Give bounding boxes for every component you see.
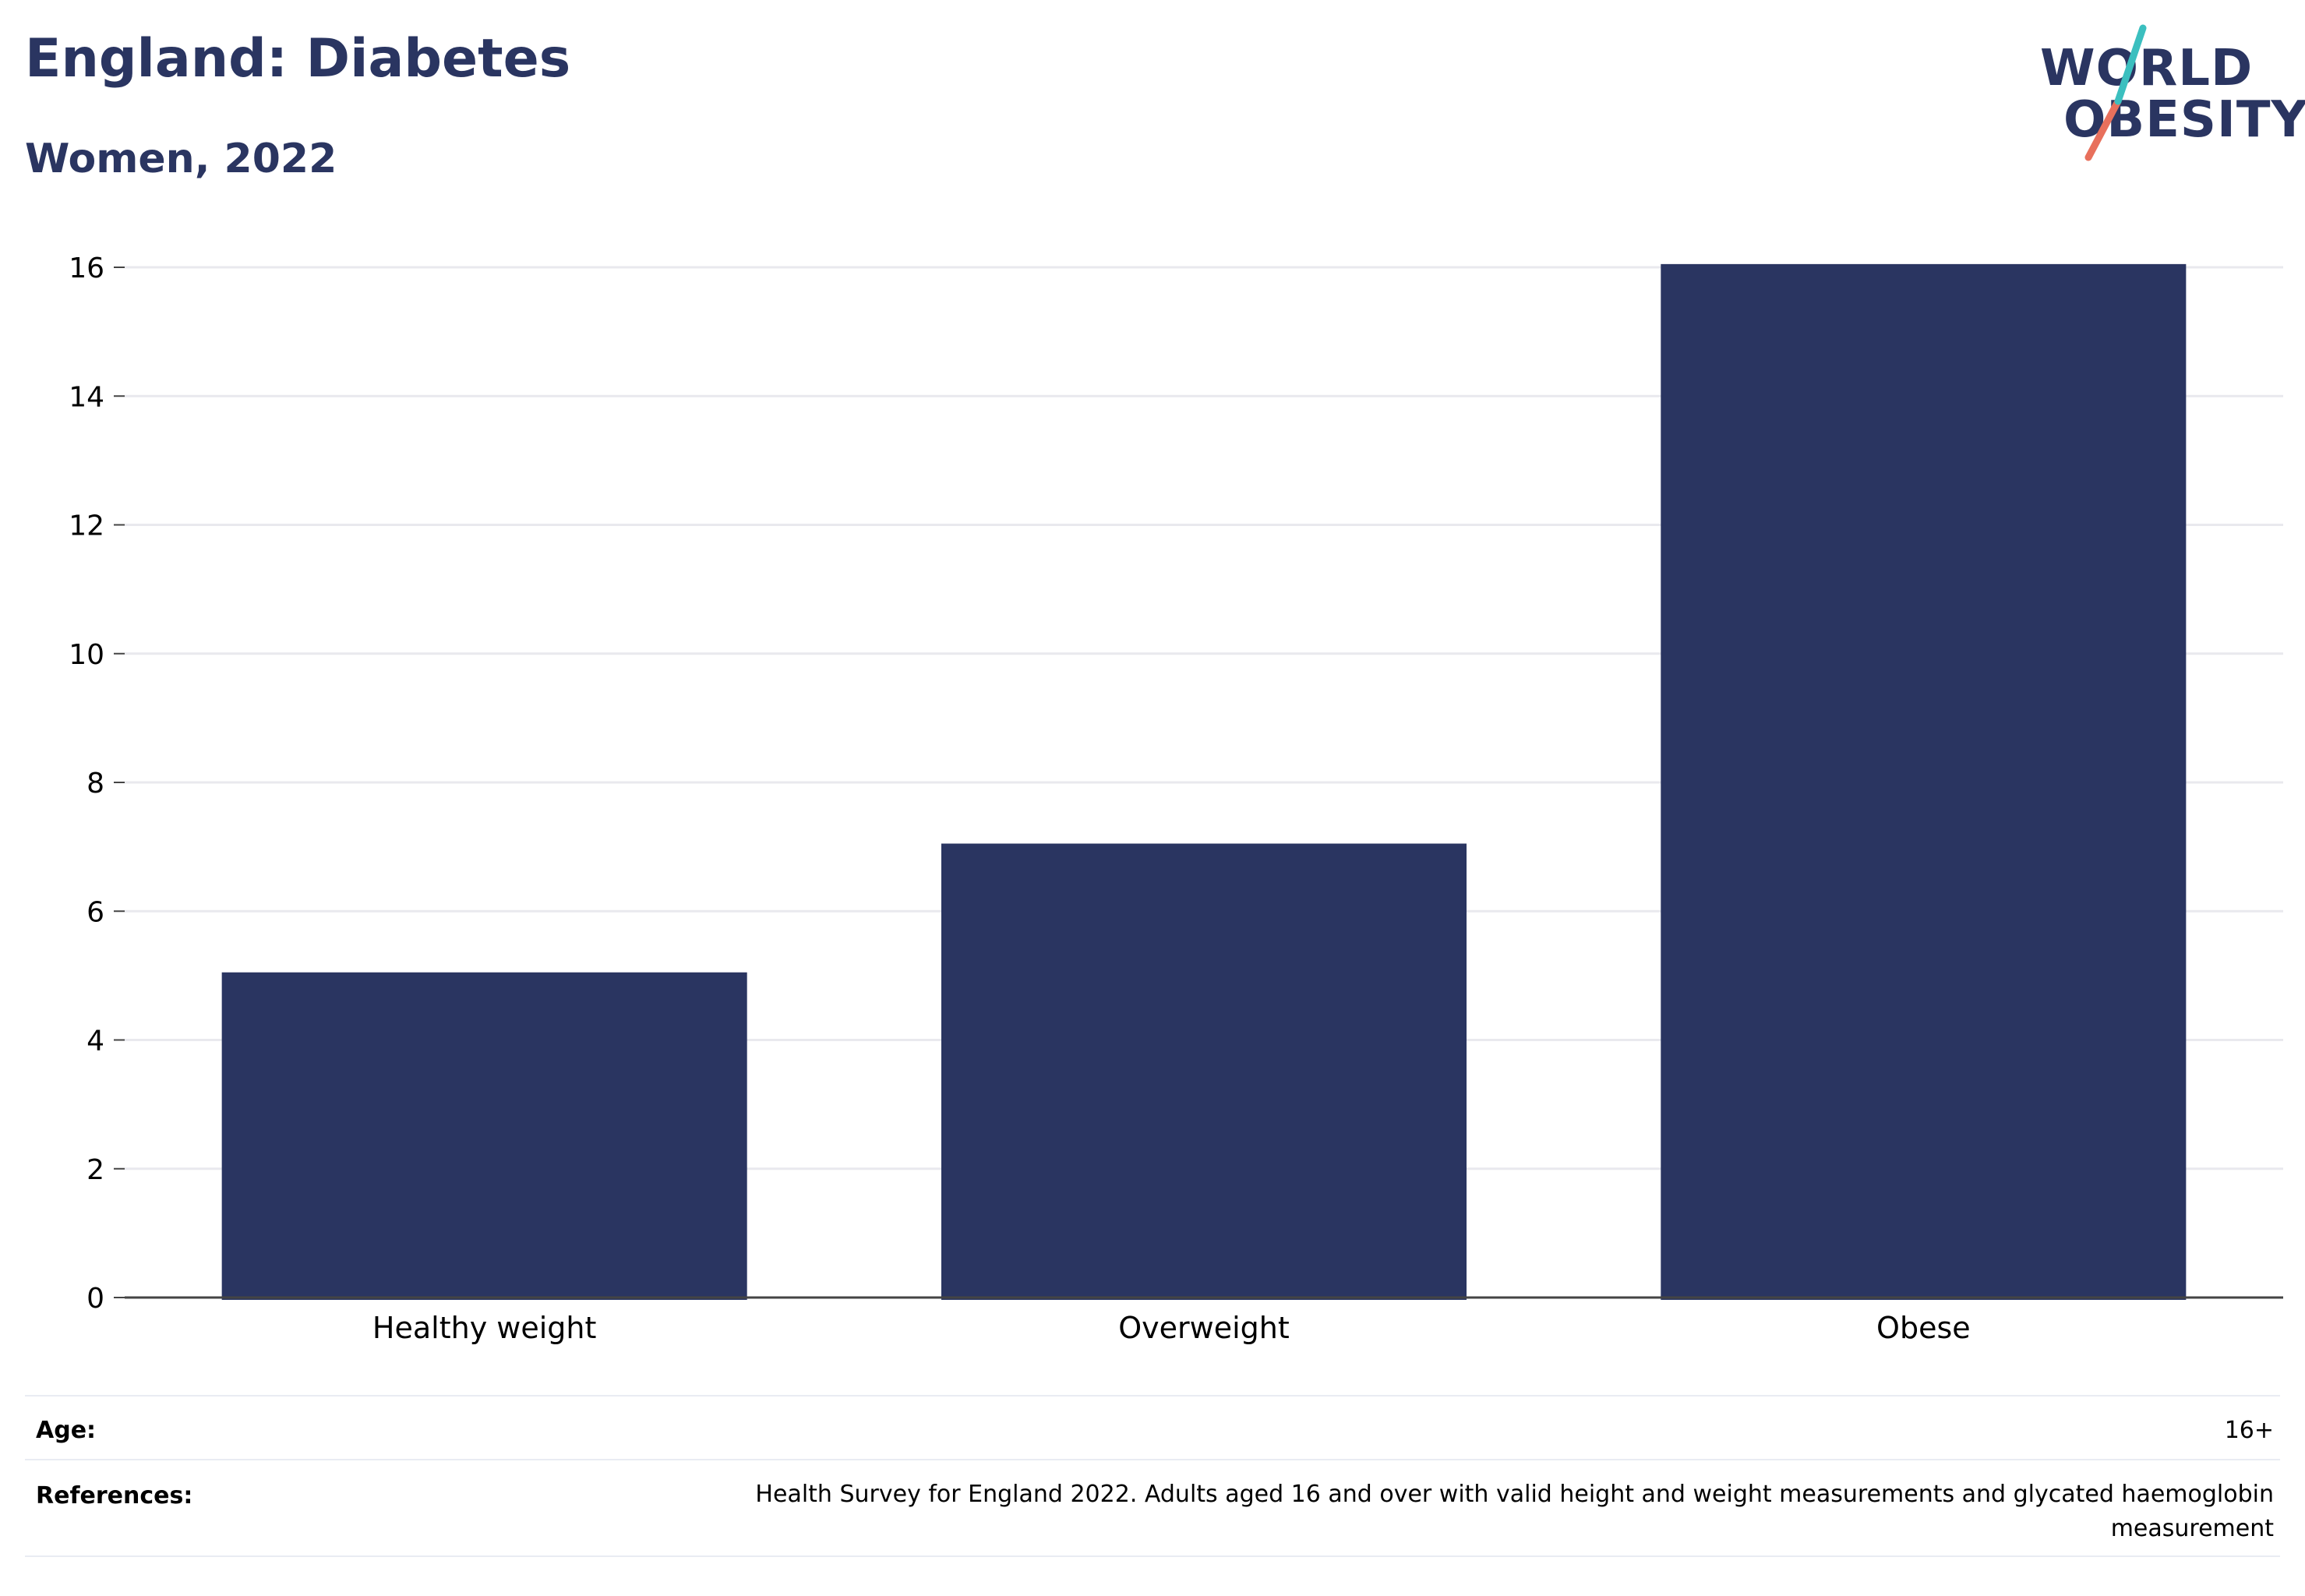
references-label: References: xyxy=(36,1482,193,1509)
y-tick-label: 0 xyxy=(86,1283,104,1315)
bar xyxy=(1661,263,2187,1300)
references-value: Health Survey for England 2022. Adults a… xyxy=(755,1478,2274,1546)
bar xyxy=(941,843,1467,1300)
chart-subtitle: Women, 2022 xyxy=(25,136,337,182)
y-tick-label: 10 xyxy=(69,639,104,671)
meta-divider-bottom xyxy=(25,1555,2280,1557)
bar xyxy=(221,972,747,1300)
references-line-1: Health Survey for England 2022. Adults a… xyxy=(755,1481,2274,1508)
bars xyxy=(221,263,2187,1300)
y-tick-label: 8 xyxy=(86,768,104,800)
tick-labels: 0 2 4 6 8 10 12 14 16 Healthy weight Overweight Obe… xyxy=(69,252,1970,1345)
logo-slash-icon xyxy=(2084,24,2147,161)
y-tick-label: 14 xyxy=(69,381,104,413)
bar-chart: 0 2 4 6 8 10 12 14 16 Healthy weight Overweight Obe… xyxy=(69,252,2283,1345)
world-obesity-logo: WORLD OBESITY xyxy=(2034,23,2305,164)
references-line-2: measurement xyxy=(2110,1515,2274,1542)
x-tick-label: Obese xyxy=(1876,1311,1971,1345)
y-tick-label: 4 xyxy=(86,1026,104,1058)
age-label: Age: xyxy=(36,1417,97,1444)
y-tick-label: 16 xyxy=(69,252,104,284)
meta-divider-middle xyxy=(25,1459,2280,1460)
y-tick-label: 6 xyxy=(86,896,104,928)
meta-divider-top xyxy=(25,1395,2280,1396)
x-tick-label: Healthy weight xyxy=(372,1311,596,1345)
y-tick-label: 12 xyxy=(69,510,104,542)
logo-line-1: WORLD xyxy=(2040,40,2254,97)
age-value: 16+ xyxy=(2224,1417,2274,1444)
y-tick-label: 2 xyxy=(86,1154,104,1186)
x-tick-label: Overweight xyxy=(1118,1311,1290,1345)
logo-line-2: OBESITY xyxy=(2063,91,2305,149)
chart-title: England: Diabetes xyxy=(25,28,571,90)
